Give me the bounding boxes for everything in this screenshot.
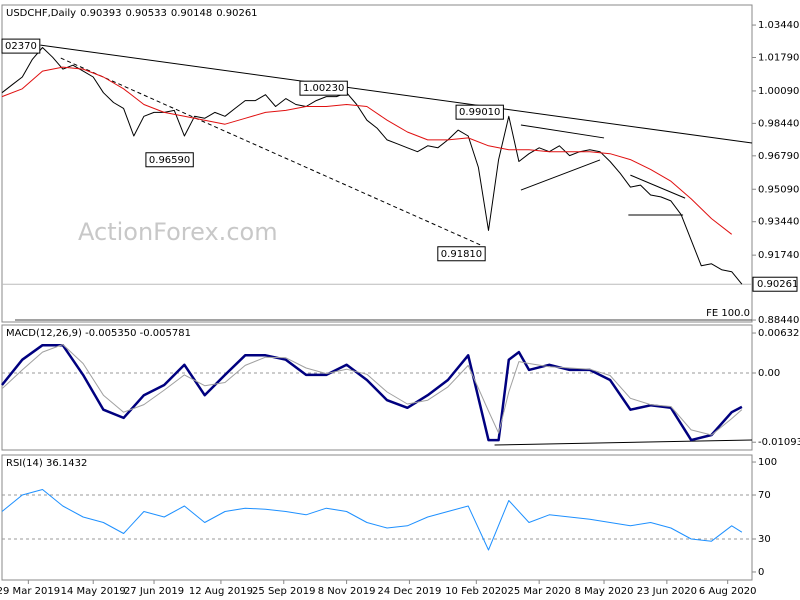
ohlc-value: 0.90533 bbox=[125, 8, 166, 19]
y-tick-label: 0.98440 bbox=[758, 118, 799, 129]
trendline bbox=[494, 439, 753, 446]
series-line bbox=[1, 489, 743, 551]
panel-frame bbox=[1, 324, 753, 451]
ohlc-value: 0.90393 bbox=[80, 8, 121, 19]
panel-title: USDCHF,Daily bbox=[6, 8, 76, 19]
x-tick-label: 25 Mar 2020 bbox=[507, 586, 570, 597]
annotation-box bbox=[145, 152, 194, 168]
panel-title: RSI(14) 36.1432 bbox=[6, 458, 87, 469]
y-tick-label: 0.88440 bbox=[758, 315, 799, 326]
annotation-box bbox=[437, 246, 486, 262]
panel-frame bbox=[1, 4, 753, 323]
annotation-label: 0.99010 bbox=[459, 107, 500, 118]
annotation-label: 1.00230 bbox=[303, 83, 344, 94]
y-tick-label: 1.01790 bbox=[758, 53, 799, 64]
panel-title: MACD(12,26,9) -0.005350 -0.005781 bbox=[6, 328, 191, 339]
x-tick-label: 10 Feb 2020 bbox=[445, 586, 507, 597]
ohlc-value: 0.90148 bbox=[171, 8, 212, 19]
series-line bbox=[1, 47, 743, 285]
series-line bbox=[1, 344, 743, 436]
series-line bbox=[1, 66, 733, 235]
trendline bbox=[40, 44, 753, 144]
y-tick-label: 30 bbox=[758, 534, 771, 545]
trendline bbox=[520, 124, 605, 139]
x-tick-label: 8 Nov 2019 bbox=[318, 586, 376, 597]
watermark: ActionForex.com bbox=[78, 218, 278, 246]
trendline bbox=[630, 174, 686, 199]
x-tick-label: 23 Jun 2020 bbox=[637, 586, 697, 597]
annotation-box bbox=[299, 80, 348, 96]
annotation-label: 02370 bbox=[5, 41, 37, 52]
current-price-box bbox=[752, 276, 798, 292]
ohlc-value: 0.90261 bbox=[216, 8, 257, 19]
x-tick-label: 27 Jun 2019 bbox=[124, 586, 184, 597]
x-tick-label: 6 Aug 2020 bbox=[699, 586, 757, 597]
current-price-label: 0.90261 bbox=[757, 279, 798, 290]
annotation-label: 0.91810 bbox=[441, 249, 482, 260]
y-tick-label: 0.006321 bbox=[758, 328, 800, 339]
y-tick-label: 0.96790 bbox=[758, 151, 799, 162]
y-tick-label: 0.00 bbox=[758, 368, 780, 379]
annotation-box bbox=[1, 38, 41, 54]
y-tick-label: -0.010939 bbox=[758, 437, 800, 448]
y-tick-label: 0.95090 bbox=[758, 184, 799, 195]
panel-frame bbox=[1, 454, 753, 581]
x-tick-label: 24 Dec 2019 bbox=[377, 586, 441, 597]
annotation-label: 0.96590 bbox=[149, 155, 190, 166]
x-tick-label: 12 Aug 2019 bbox=[189, 586, 253, 597]
y-tick-label: 0.93440 bbox=[758, 217, 799, 228]
trendline bbox=[520, 159, 601, 191]
annotation-box bbox=[455, 104, 504, 120]
x-tick-label: 14 May 2019 bbox=[61, 586, 126, 597]
fe-label: FE 100.0 bbox=[706, 308, 750, 319]
y-tick-label: 70 bbox=[758, 490, 771, 501]
series-line bbox=[1, 343, 743, 442]
x-tick-label: 8 May 2020 bbox=[575, 586, 634, 597]
y-tick-label: 1.00090 bbox=[758, 86, 799, 97]
y-tick-label: 100 bbox=[758, 457, 777, 468]
x-tick-label: 29 Mar 2019 bbox=[0, 586, 60, 597]
y-tick-label: 0.91740 bbox=[758, 250, 799, 261]
x-tick-label: 25 Sep 2019 bbox=[252, 586, 315, 597]
y-tick-label: 0 bbox=[758, 567, 764, 578]
y-tick-label: 1.03440 bbox=[758, 20, 799, 31]
